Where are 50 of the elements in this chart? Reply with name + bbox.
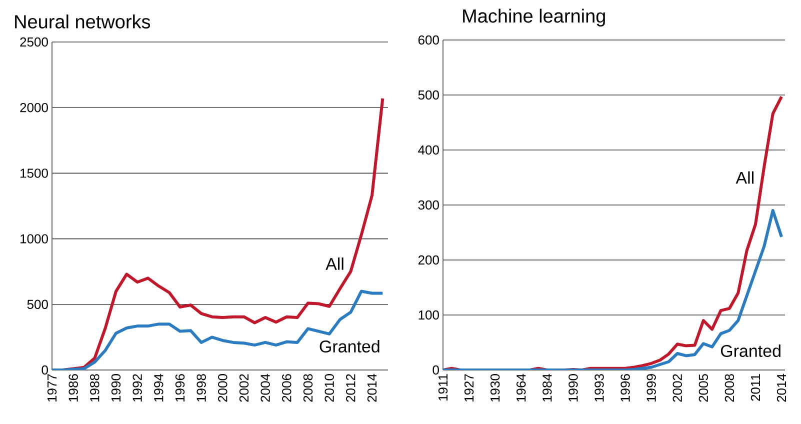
x-tick-label: 1994	[154, 374, 164, 402]
x-tick-label: 2002	[239, 374, 249, 402]
x-tick-label: 2008	[303, 374, 313, 402]
x-tick-label: 1964	[516, 374, 526, 402]
x-tick-label: 2014	[776, 374, 786, 402]
chart-title: Neural networks	[15, 14, 150, 28]
line-series	[52, 290, 384, 370]
series-label: Granted	[720, 344, 780, 357]
x-tick-label: 2010	[324, 374, 334, 402]
y-tick-label: 1500	[20, 168, 48, 178]
y-tick-label: 1000	[20, 234, 48, 244]
x-tick-label: 1990	[568, 374, 578, 402]
x-tick-label: 1992	[132, 374, 142, 402]
x-tick-label: 2008	[724, 374, 734, 402]
x-tick-label: 2014	[367, 374, 377, 402]
x-tick-label: 1990	[111, 374, 121, 402]
y-tick-label: 600	[418, 35, 439, 45]
y-tick-label: 500	[27, 300, 48, 309]
x-tick-label: 1911	[438, 374, 448, 400]
series-label: Granted	[320, 340, 380, 353]
series-label: All	[326, 258, 344, 270]
y-tick-label: 100	[418, 310, 439, 320]
x-tick-label: 1988	[90, 374, 100, 402]
x-tick-label: 2000	[218, 374, 228, 402]
y-tick-label: 0	[42, 365, 48, 375]
y-tick-label: 300	[418, 200, 439, 210]
y-tick-label: 200	[418, 255, 439, 265]
x-tick-label: 2006	[282, 374, 292, 402]
x-tick-label: 2005	[698, 374, 708, 402]
chart-title: Machine learning	[463, 8, 605, 26]
x-tick-label: 1986	[68, 374, 78, 402]
x-tick-label: 1998	[196, 374, 206, 402]
y-tick-label: 2500	[20, 37, 48, 47]
y-tick-label: 2000	[20, 102, 48, 112]
series-label: All	[736, 171, 754, 184]
x-tick-label: 2004	[260, 374, 270, 402]
x-tick-label: 2012	[346, 374, 356, 402]
x-tick-label: 1977	[47, 374, 57, 402]
x-tick-label: 1999	[646, 374, 656, 402]
y-tick-label: 500	[418, 90, 439, 100]
x-tick-label: 1930	[490, 374, 500, 402]
x-tick-label: 2002	[672, 374, 682, 402]
x-tick-label: 1984	[542, 374, 552, 402]
y-tick-label: 400	[418, 145, 439, 155]
y-tick-label: 0	[432, 365, 439, 375]
x-tick-label: 1927	[464, 374, 474, 402]
x-tick-label: 2011	[750, 374, 760, 401]
x-tick-label: 1996	[620, 374, 630, 402]
x-tick-label: 1993	[594, 374, 604, 402]
x-tick-label: 1996	[175, 374, 185, 402]
